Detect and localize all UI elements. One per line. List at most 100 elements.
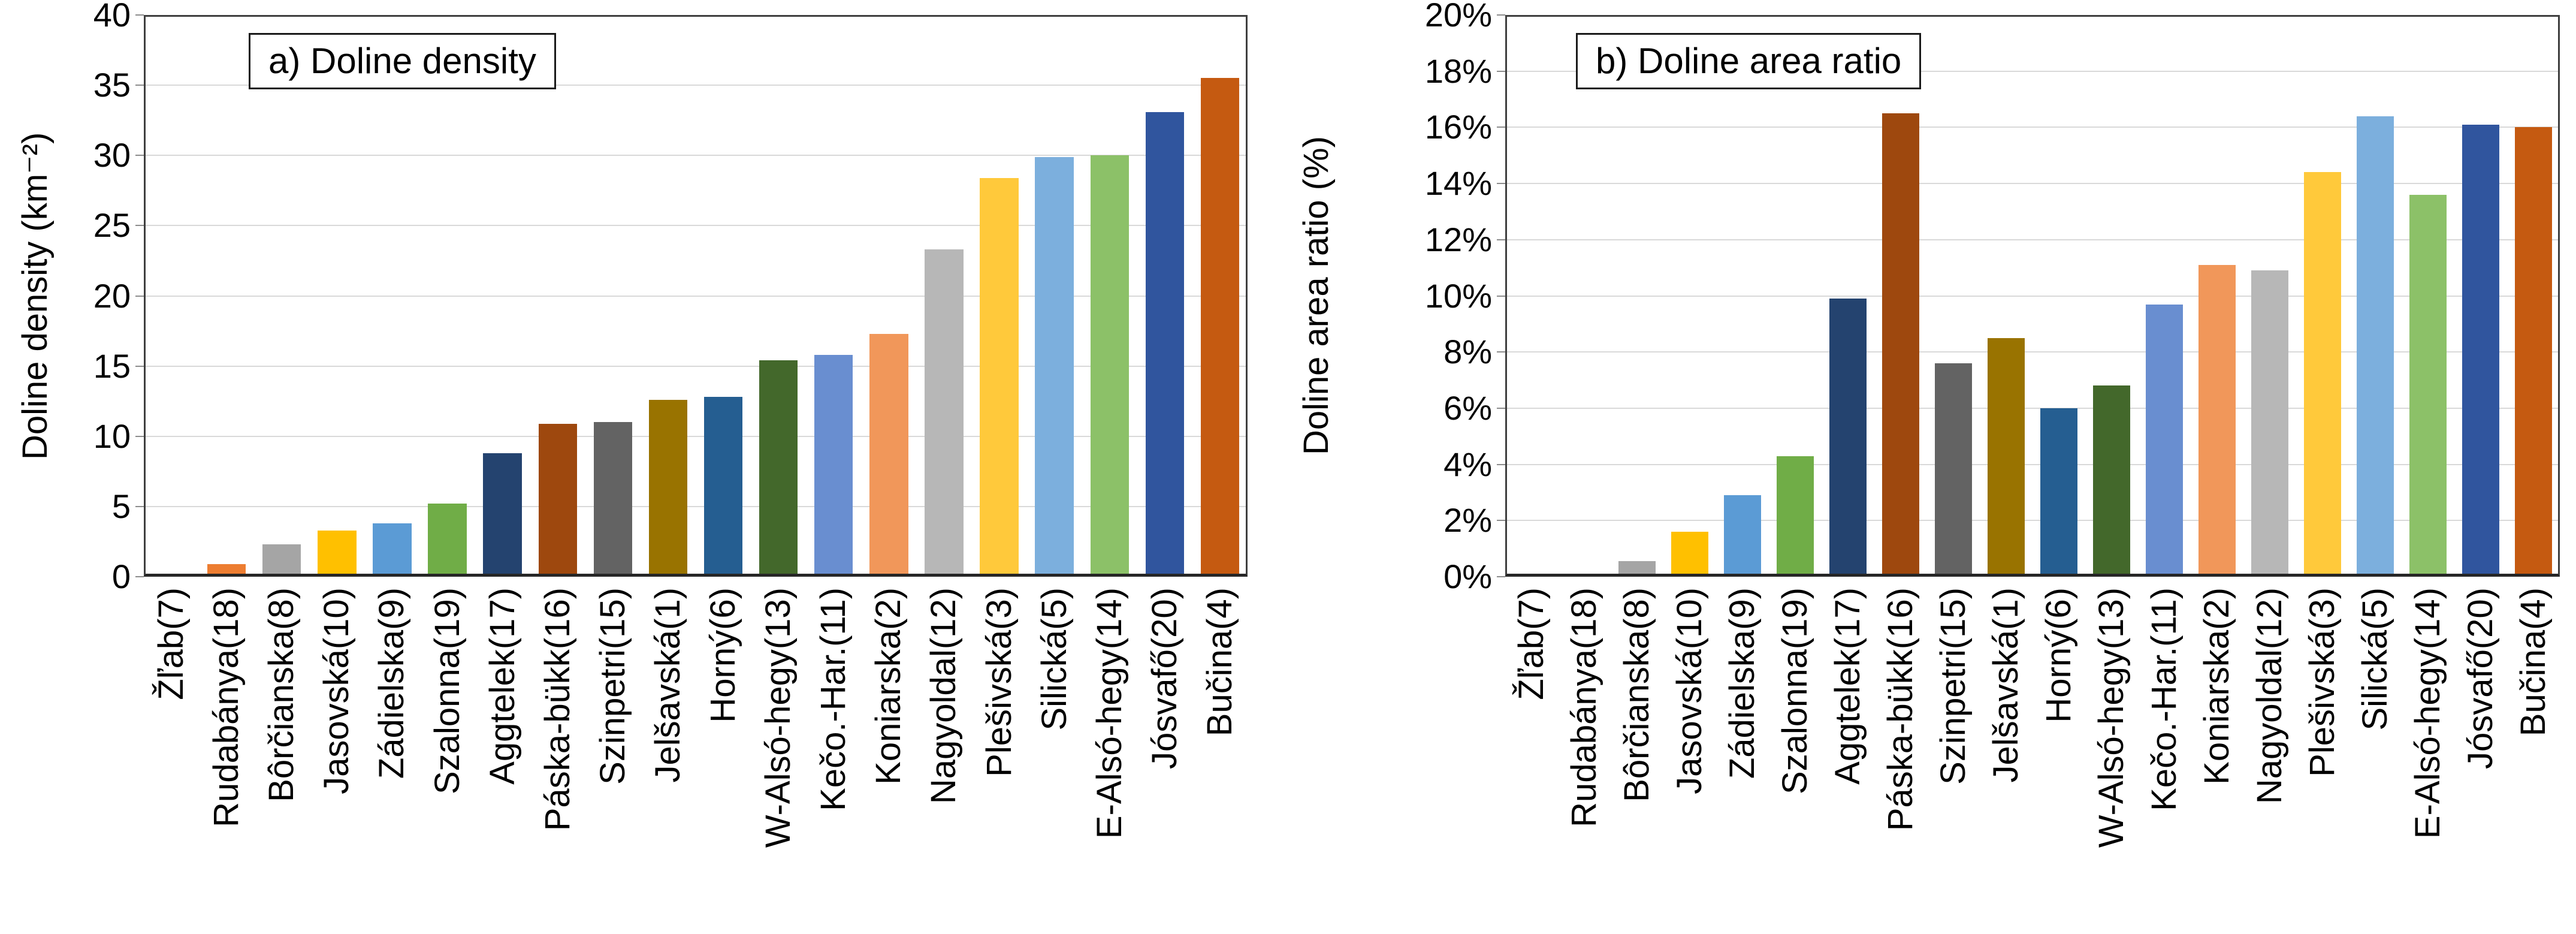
chart-title-density: a) Doline density <box>249 33 556 89</box>
x-category-label: Horný(6) <box>703 587 743 723</box>
y-tick-label: 15 <box>93 347 131 385</box>
x-category-label: Jósvafő(20) <box>1144 587 1184 770</box>
y-tick-label: 14% <box>1424 164 1492 203</box>
bar <box>1724 495 1761 577</box>
plot-area-area-ratio: b) Doline area ratio <box>1505 15 2560 577</box>
y-tick-mark <box>135 155 144 156</box>
bar <box>1829 299 1867 577</box>
y-tick-mark <box>135 505 144 507</box>
bar <box>1618 561 1656 577</box>
bar <box>2304 172 2341 577</box>
y-tick-mark <box>135 14 144 16</box>
gridline <box>1505 407 2560 409</box>
bar <box>648 399 688 577</box>
bar <box>538 423 577 577</box>
bar <box>1935 363 1972 577</box>
bar <box>1145 112 1185 577</box>
x-category-label: Koniarska(2) <box>869 587 908 785</box>
x-category-label: Bôrčianska(8) <box>262 587 301 802</box>
bar <box>1090 155 1129 577</box>
y-tick-label: 25 <box>93 206 131 245</box>
y-tick-label: 2% <box>1443 501 1492 540</box>
x-category-label: Szinpetri(15) <box>593 587 632 785</box>
bar <box>593 422 633 577</box>
x-category-label: Aggtelek(17) <box>1828 587 1867 785</box>
bar <box>1035 156 1074 577</box>
y-tick-label: 0 <box>111 558 131 595</box>
y-tick-label: 16% <box>1424 108 1492 146</box>
gridline <box>144 225 1248 227</box>
x-category-label: Zádielska(9) <box>1723 587 1762 779</box>
x-category-label: Žľab(7) <box>1512 587 1551 700</box>
bar <box>152 576 191 577</box>
bar <box>925 249 964 577</box>
bar <box>2357 116 2394 577</box>
y-tick-mark <box>1497 407 1505 409</box>
bar <box>1513 576 1550 577</box>
bar <box>2198 264 2236 577</box>
x-category-label: Jasovská(10) <box>317 587 357 794</box>
x-category-label: W-Alsó-hegy(13) <box>2092 587 2131 848</box>
gridline <box>1505 463 2560 465</box>
x-category-label: Jósvafő(20) <box>2461 587 2500 770</box>
bar <box>980 177 1019 577</box>
y-tick-mark <box>1497 183 1505 185</box>
y-tick-mark <box>1497 576 1505 577</box>
bar <box>1988 338 2025 577</box>
y-tick-label: 5 <box>111 487 131 525</box>
x-category-label: E-Alsó-hegy(14) <box>1089 587 1129 839</box>
x-category-label: Jelšavská(1) <box>648 587 687 783</box>
y-tick-label: 10% <box>1424 276 1492 315</box>
y-tick-label: 10 <box>93 417 131 455</box>
y-tick-label: 12% <box>1424 220 1492 258</box>
y-tick-mark <box>1497 463 1505 465</box>
x-category-label: Zádielska(9) <box>372 587 412 779</box>
y-tick-label: 8% <box>1443 333 1492 371</box>
bar <box>207 564 246 577</box>
x-category-label: Horný(6) <box>2039 587 2078 723</box>
x-category-label: Nagyoldal(12) <box>2250 587 2289 805</box>
bar <box>1200 78 1240 577</box>
x-category-label: Bučina(4) <box>1200 587 1239 737</box>
gridline <box>1505 520 2560 522</box>
gridline <box>1505 351 2560 353</box>
x-category-label: W-Alsó-hegy(13) <box>759 587 798 848</box>
x-category-label: Silická(5) <box>1034 587 1074 731</box>
x-category-label: Szalonna(19) <box>1775 587 1814 794</box>
x-category-label: Žľab(7) <box>152 587 191 700</box>
bar <box>373 523 412 577</box>
y-tick-label: 4% <box>1443 445 1492 483</box>
bar <box>759 360 798 577</box>
chart-doline-area-ratio: Doline area ratio (%) b) Doline area rat… <box>1288 0 2576 934</box>
bar <box>2409 194 2447 577</box>
bar <box>1882 113 1919 577</box>
bar <box>2462 124 2499 577</box>
bar <box>2146 304 2183 577</box>
y-tick-mark <box>135 435 144 437</box>
x-category-label: Jelšavská(1) <box>1986 587 2025 783</box>
y-tick-mark <box>135 365 144 367</box>
y-tick-mark <box>135 295 144 297</box>
y-tick-label: 35 <box>93 66 131 104</box>
y-tick-mark <box>1497 239 1505 240</box>
bar <box>318 530 357 577</box>
chart-title-area-ratio: b) Doline area ratio <box>1576 33 1922 89</box>
chart-doline-density: Doline density (km⁻²) a) Doline density … <box>16 0 1248 848</box>
x-category-label: Plešivská(3) <box>979 587 1019 777</box>
x-category-label: Kečo.-Har.(11) <box>814 587 853 811</box>
x-category-label: Kečo.-Har.(11) <box>2145 587 2184 811</box>
gridline <box>144 365 1248 367</box>
gridline <box>144 85 1248 86</box>
y-tick-mark <box>1497 351 1505 353</box>
bar <box>2040 408 2077 577</box>
bar <box>483 453 522 577</box>
y-tick-mark <box>135 225 144 227</box>
x-category-label: Plešivská(3) <box>2303 587 2342 777</box>
y-tick-mark <box>1497 295 1505 297</box>
gridline <box>144 505 1248 507</box>
x-category-label: Szalonna(19) <box>427 587 467 794</box>
plot-area-density: a) Doline density <box>144 15 1248 577</box>
y-tick-label: 20 <box>93 276 131 315</box>
bar <box>2251 270 2288 577</box>
